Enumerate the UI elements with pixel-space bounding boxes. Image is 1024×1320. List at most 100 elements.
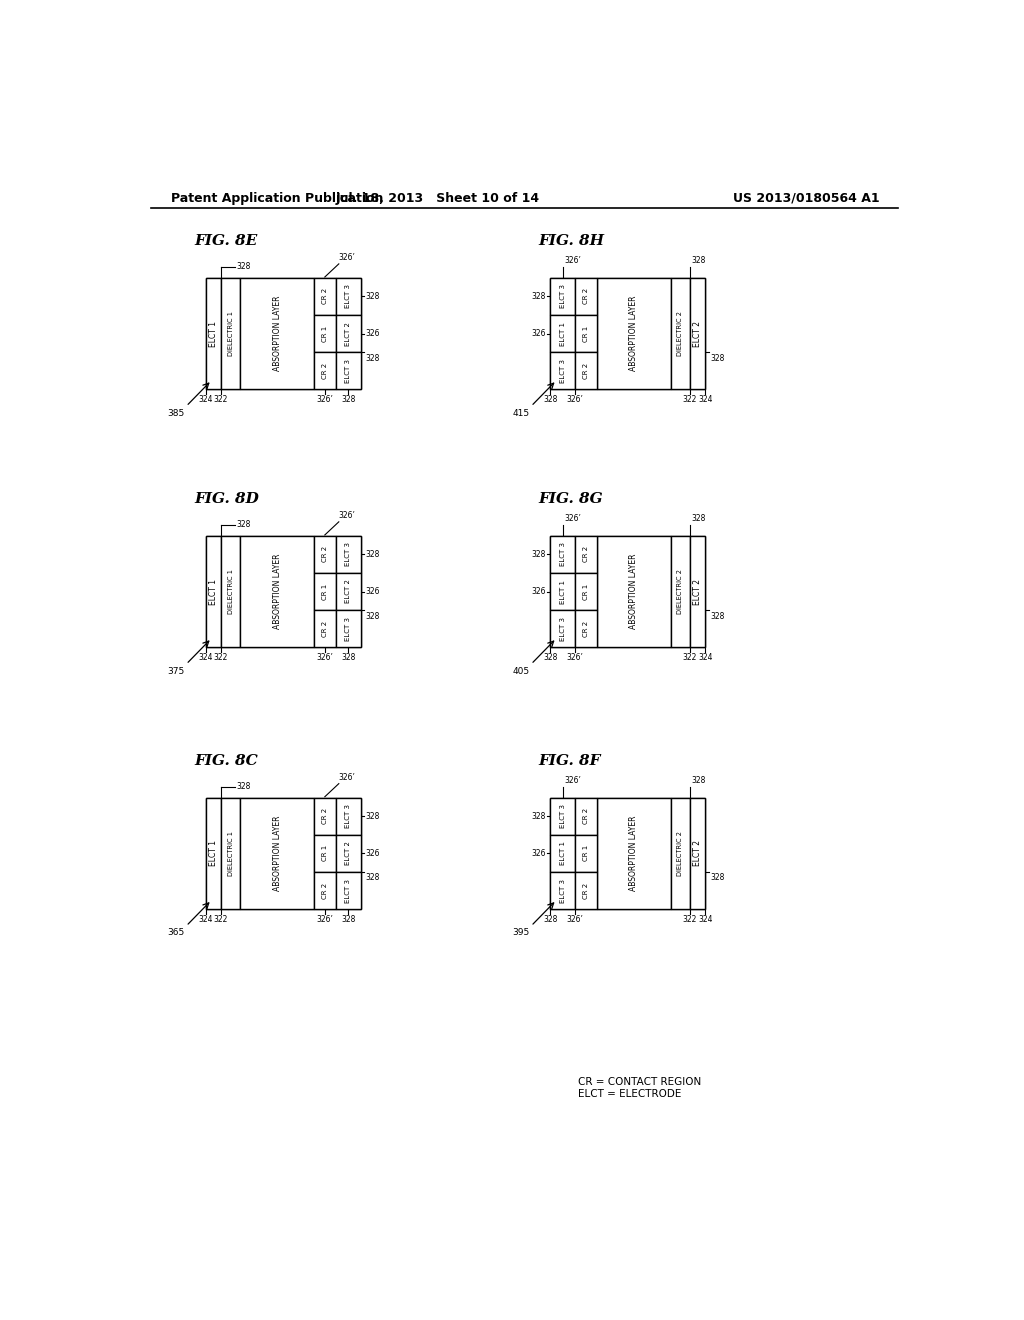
Text: ELCT 3: ELCT 3 <box>345 543 351 566</box>
Text: DIELECTRIC 1: DIELECTRIC 1 <box>227 312 233 356</box>
Text: 326: 326 <box>366 587 380 597</box>
Text: 326’: 326’ <box>316 915 333 924</box>
Text: 328: 328 <box>341 915 355 924</box>
Text: ABSORPTION LAYER: ABSORPTION LAYER <box>629 554 638 630</box>
Text: 322: 322 <box>683 653 697 661</box>
Bar <box>550 536 706 647</box>
Bar <box>314 797 336 834</box>
Text: 326’: 326’ <box>316 395 333 404</box>
Text: 328: 328 <box>531 812 546 821</box>
Text: CR 1: CR 1 <box>583 845 589 862</box>
Text: 328: 328 <box>531 292 546 301</box>
Text: 326’: 326’ <box>339 774 355 781</box>
Text: CR 2: CR 2 <box>322 363 328 379</box>
Text: 326: 326 <box>366 849 380 858</box>
Text: ELCT 1: ELCT 1 <box>209 841 218 866</box>
Bar <box>575 536 597 573</box>
Bar <box>221 277 241 389</box>
Text: CR 2: CR 2 <box>322 808 328 824</box>
Bar <box>336 797 360 834</box>
Bar <box>336 873 360 909</box>
Bar <box>550 573 575 610</box>
Bar <box>690 797 706 909</box>
Text: US 2013/0180564 A1: US 2013/0180564 A1 <box>733 191 880 205</box>
Bar <box>575 834 597 873</box>
Text: ELCT 2: ELCT 2 <box>693 321 702 347</box>
Bar <box>314 873 336 909</box>
Text: ELCT 2: ELCT 2 <box>345 322 351 346</box>
Text: ELCT = ELECTRODE: ELCT = ELECTRODE <box>578 1089 681 1100</box>
Bar <box>336 352 360 389</box>
Text: FIG. 8C: FIG. 8C <box>194 754 258 768</box>
Text: 328: 328 <box>237 783 251 791</box>
Bar <box>597 277 671 389</box>
Text: 326’: 326’ <box>564 256 582 265</box>
Bar <box>671 536 690 647</box>
Text: CR 2: CR 2 <box>583 546 589 562</box>
Bar <box>314 352 336 389</box>
Bar <box>206 277 221 389</box>
Bar <box>550 277 575 315</box>
Text: CR 1: CR 1 <box>583 326 589 342</box>
Bar <box>597 536 671 647</box>
Bar <box>550 610 575 647</box>
Text: 328: 328 <box>366 812 380 821</box>
Text: CR 1: CR 1 <box>322 326 328 342</box>
Bar <box>314 610 336 647</box>
Text: 326: 326 <box>531 587 546 597</box>
Text: CR 2: CR 2 <box>322 288 328 305</box>
Text: 326’: 326’ <box>566 915 584 924</box>
Bar <box>314 277 336 315</box>
Text: 326’: 326’ <box>564 515 582 524</box>
Bar <box>336 315 360 352</box>
Text: 322: 322 <box>683 915 697 924</box>
Text: 322: 322 <box>214 395 228 404</box>
Text: CR 2: CR 2 <box>322 883 328 899</box>
Text: 405: 405 <box>512 667 529 676</box>
Text: 328: 328 <box>366 550 380 558</box>
Text: 324: 324 <box>199 653 213 661</box>
Text: ELCT 2: ELCT 2 <box>345 579 351 603</box>
Text: ELCT 1: ELCT 1 <box>560 841 566 866</box>
Text: 328: 328 <box>691 515 706 524</box>
Text: ABSORPTION LAYER: ABSORPTION LAYER <box>272 296 282 371</box>
Text: ELCT 3: ELCT 3 <box>560 616 566 640</box>
Text: ELCT 3: ELCT 3 <box>345 879 351 903</box>
Text: 328: 328 <box>691 256 706 265</box>
Bar <box>550 352 575 389</box>
Bar <box>336 536 360 573</box>
Text: CR 1: CR 1 <box>322 583 328 599</box>
Bar <box>221 536 241 647</box>
Bar <box>575 277 597 315</box>
Text: CR 2: CR 2 <box>322 620 328 636</box>
Bar <box>575 352 597 389</box>
Text: 328: 328 <box>531 550 546 558</box>
Bar <box>597 797 671 909</box>
Bar <box>690 277 706 389</box>
Text: CR 2: CR 2 <box>583 808 589 824</box>
Text: ABSORPTION LAYER: ABSORPTION LAYER <box>272 816 282 891</box>
Text: Patent Application Publication: Patent Application Publication <box>171 191 383 205</box>
Bar <box>550 797 706 909</box>
Text: 328: 328 <box>341 395 355 404</box>
Text: 324: 324 <box>199 395 213 404</box>
Text: 326: 326 <box>531 329 546 338</box>
Bar <box>575 610 597 647</box>
Text: ELCT 2: ELCT 2 <box>693 841 702 866</box>
Bar <box>221 797 241 909</box>
Text: ELCT 2: ELCT 2 <box>693 578 702 605</box>
Bar <box>550 834 575 873</box>
Bar <box>690 536 706 647</box>
Text: ELCT 3: ELCT 3 <box>345 284 351 309</box>
Text: CR 1: CR 1 <box>583 583 589 599</box>
Text: 365: 365 <box>167 928 184 937</box>
Text: 415: 415 <box>512 409 529 417</box>
Bar <box>314 536 336 573</box>
Text: 328: 328 <box>691 776 706 785</box>
Text: 324: 324 <box>698 395 713 404</box>
Bar <box>671 797 690 909</box>
Text: DIELECTRIC 2: DIELECTRIC 2 <box>677 312 683 356</box>
Text: CR = CONTACT REGION: CR = CONTACT REGION <box>578 1077 700 1088</box>
Text: 395: 395 <box>512 928 529 937</box>
Text: 324: 324 <box>199 915 213 924</box>
